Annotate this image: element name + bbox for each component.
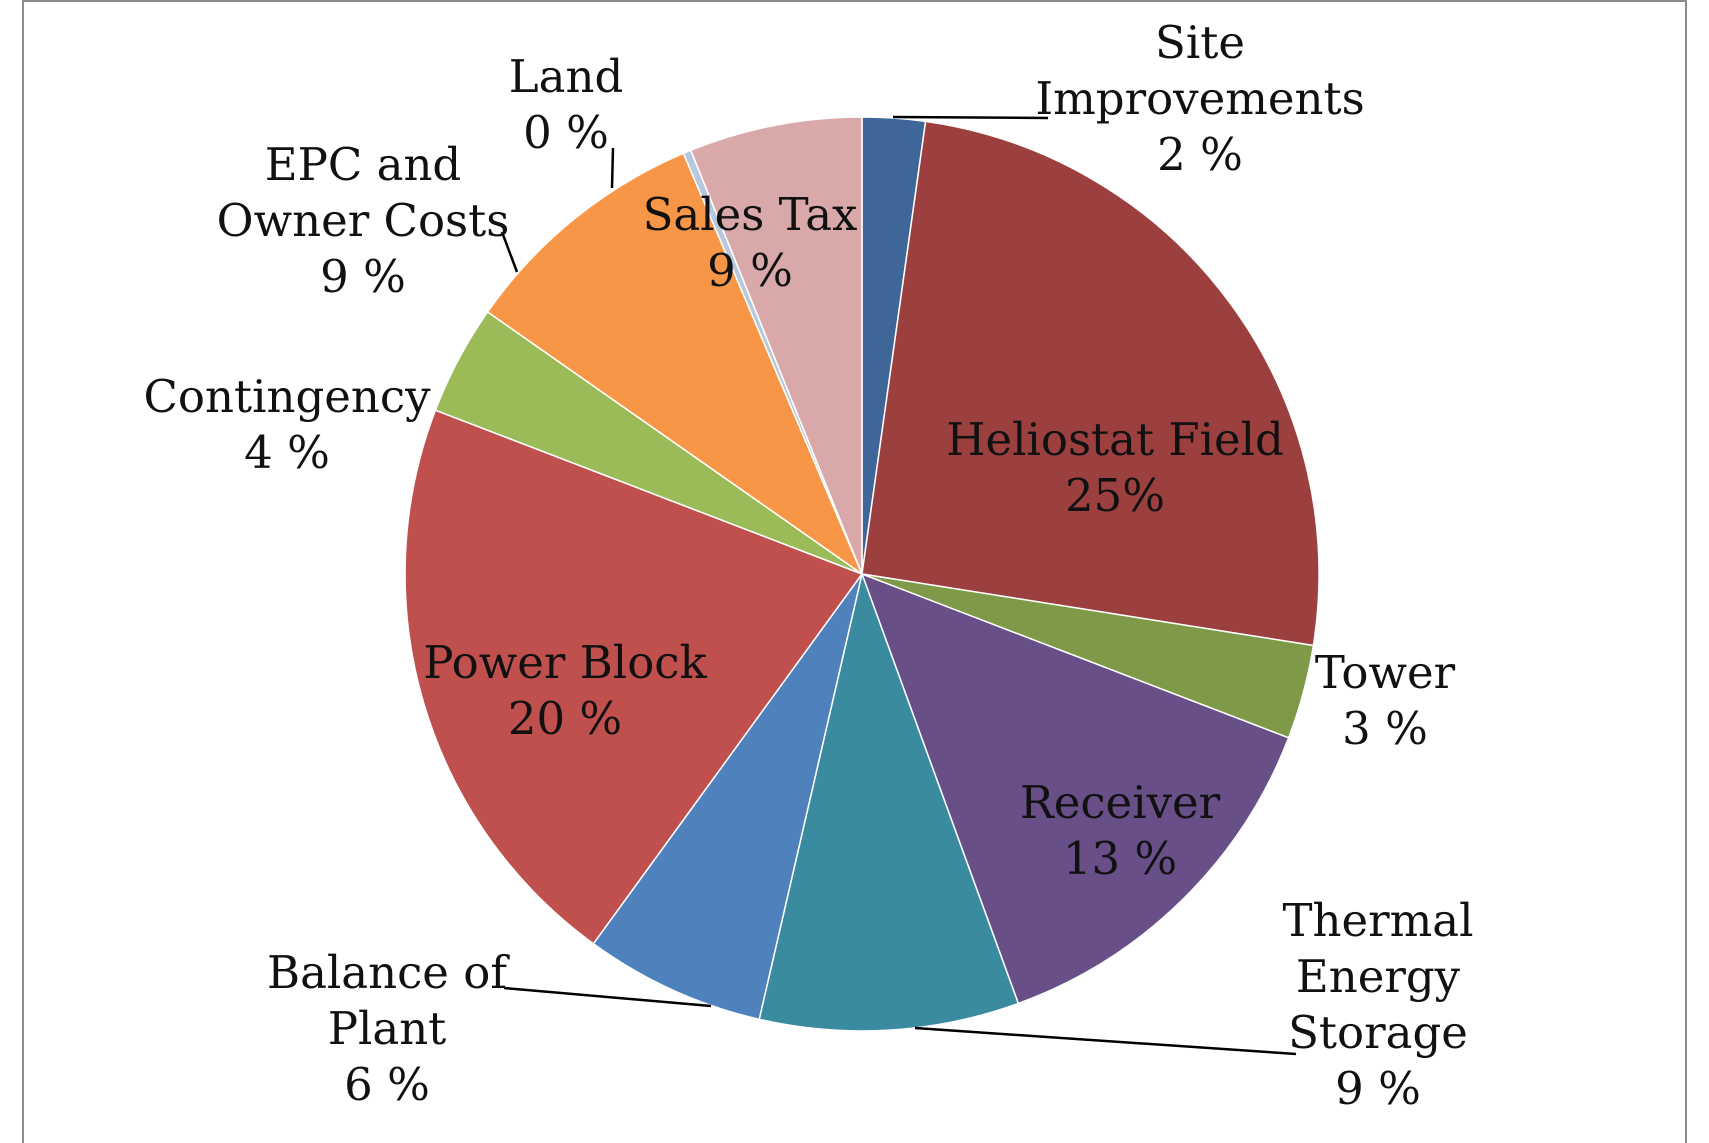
data-label-epc-and-owner-costs: EPC and Owner Costs 9 % (217, 138, 510, 303)
pie-slice-balance-of-plant (592, 573, 863, 1021)
data-label-land: Land 0 % (509, 50, 624, 159)
data-label-site-improvements: Site Improvements 2 % (1035, 16, 1364, 181)
data-label-tower: Tower 3 % (1315, 646, 1456, 755)
pie-slice-power-block (404, 409, 864, 945)
leader-line-thermal-energy-storage (914, 1026, 1297, 1056)
leader-line-land (610, 147, 615, 189)
leader-line-site-improvements (892, 115, 1049, 120)
data-label-thermal-energy-storage: Thermal Energy Storage 9 % (1282, 894, 1473, 1115)
data-label-heliostat-field: Heliostat Field 25% (946, 413, 1284, 522)
leader-line-balance-of-plant (503, 986, 712, 1008)
pie-slice-receiver (860, 572, 1290, 1005)
pie-slice-sales-tax (689, 116, 863, 575)
data-label-receiver: Receiver 13 % (1020, 776, 1221, 885)
pie-slice-thermal-energy-storage (758, 571, 1020, 1032)
pie-slice-epc-and-owner-costs (486, 152, 864, 577)
data-label-sales-tax: Sales Tax 9 % (643, 188, 858, 297)
data-label-power-block: Power Block 20 % (423, 636, 707, 745)
data-label-balance-of-plant: Balance of Plant 6 % (267, 946, 510, 1111)
pie-slice-heliostat-field (861, 120, 1320, 647)
leader-line-epc-and-owner-costs (500, 231, 519, 273)
data-label-contingency: Contingency 4 % (143, 370, 431, 479)
